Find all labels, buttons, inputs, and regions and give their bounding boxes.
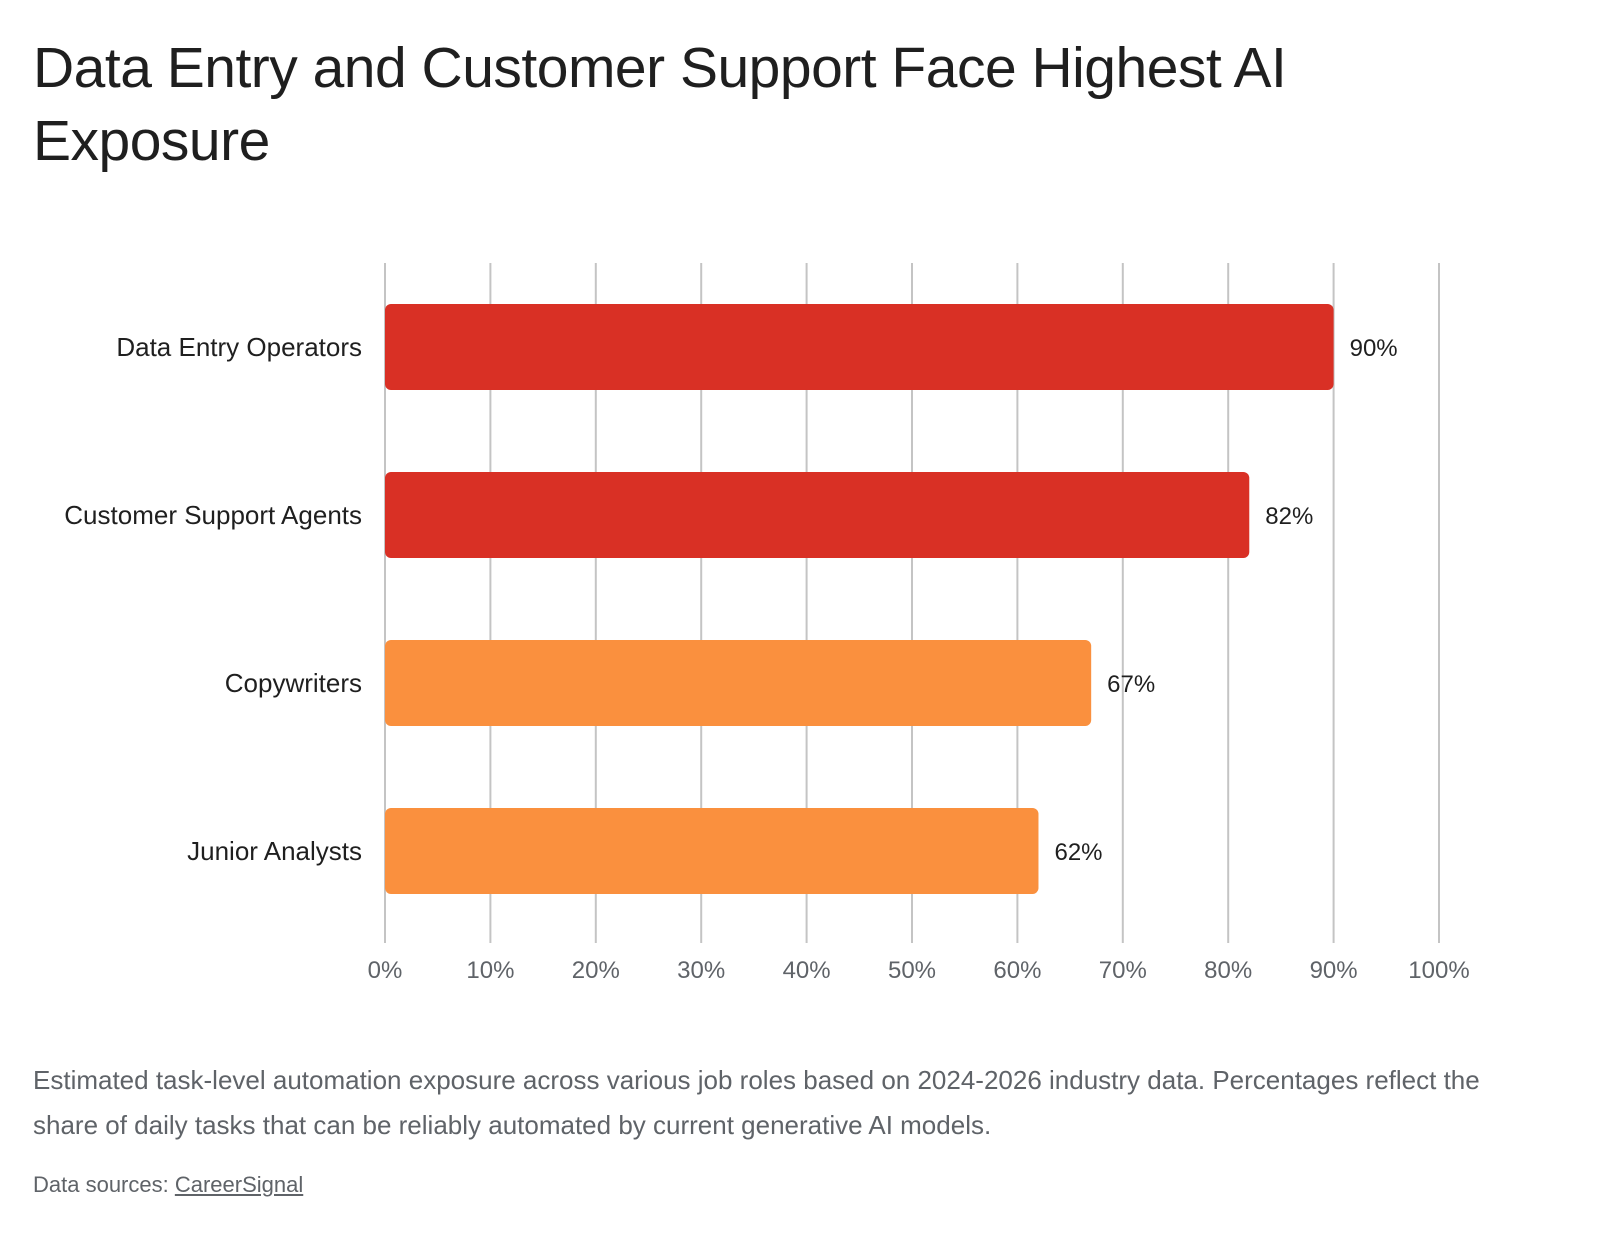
value-label: 90% [1350,335,1398,362]
value-labels: 90% 82% 67% 62% [1054,335,1397,866]
category-label: Customer Support Agents [64,500,362,530]
x-tick-label: 70% [1099,957,1147,984]
bar[interactable] [385,640,1092,726]
x-tick-label: 80% [1204,957,1252,984]
x-tick-label: 50% [888,957,936,984]
value-label: 82% [1265,503,1313,530]
value-label: 62% [1054,839,1102,866]
x-tick-label: 30% [677,957,725,984]
x-tick-label: 60% [993,957,1041,984]
chart-title: Data Entry and Customer Support Face Hig… [33,36,1287,173]
data-sources-prefix: Data sources: [33,1172,175,1197]
category-label: Data Entry Operators [116,332,362,362]
bar[interactable] [385,472,1250,558]
chart-caption: Estimated task-level automation exposure… [33,1065,1480,1140]
bar-chart: Data Entry Operators Customer Support Age… [64,263,1470,984]
x-tick-label: 20% [572,957,620,984]
value-label: 67% [1107,671,1155,698]
bars [385,304,1334,894]
data-sources: Data sources: CareerSignal [33,1168,303,1202]
x-tick-label: 10% [466,957,514,984]
x-axis-tick-labels: 0% 10% 20% 30% 40% 50% 60% 70% 80% 90% 100% [368,957,1470,984]
category-label: Copywriters [225,668,362,698]
x-tick-label: 100% [1408,957,1469,984]
x-tick-label: 90% [1310,957,1358,984]
category-label: Junior Analysts [187,836,362,866]
data-source-link[interactable]: CareerSignal [174,1172,304,1197]
bar[interactable] [385,304,1334,390]
x-tick-label: 0% [368,957,403,984]
x-tick-label: 40% [783,957,831,984]
bar[interactable] [385,808,1039,894]
category-labels: Data Entry Operators Customer Support Age… [64,332,362,866]
